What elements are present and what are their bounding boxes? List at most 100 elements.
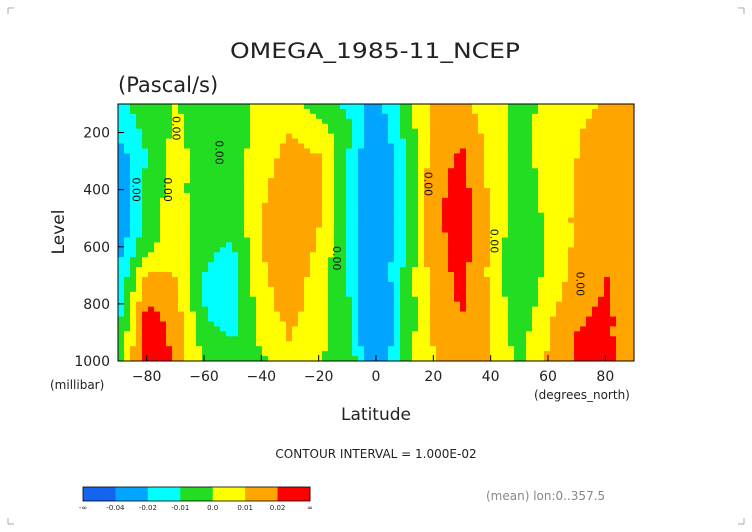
contour-cell bbox=[304, 267, 311, 273]
contour-cell bbox=[370, 311, 377, 318]
contour-cell bbox=[364, 222, 371, 229]
contour-cell bbox=[322, 202, 329, 209]
contour-cell bbox=[394, 123, 401, 130]
contour-cell bbox=[388, 351, 395, 357]
contour-cell bbox=[628, 276, 634, 283]
contour-cell bbox=[118, 356, 125, 361]
contour-cell bbox=[202, 346, 209, 352]
contour-cell bbox=[154, 326, 161, 332]
contour-cell bbox=[610, 306, 617, 313]
contour-cell bbox=[358, 133, 365, 140]
contour-cell bbox=[124, 286, 131, 293]
contour-cell bbox=[610, 153, 617, 159]
contour-cell bbox=[556, 207, 563, 214]
contour-cell bbox=[304, 104, 311, 110]
contour-cell bbox=[472, 326, 479, 332]
contour-cell bbox=[178, 291, 185, 298]
contour-cell bbox=[130, 316, 137, 323]
contour-cell bbox=[334, 336, 341, 342]
contour-cell bbox=[214, 113, 221, 120]
contour-cell bbox=[622, 316, 629, 323]
contour-cell bbox=[118, 153, 125, 159]
contour-cell bbox=[610, 222, 617, 229]
contour-cell bbox=[472, 148, 479, 155]
contour-cell bbox=[562, 212, 569, 219]
contour-cell bbox=[556, 153, 563, 159]
contour-cell bbox=[490, 138, 497, 145]
contour-cell bbox=[178, 133, 185, 140]
contour-cell bbox=[172, 143, 179, 150]
contour-cell bbox=[376, 133, 383, 140]
contour-cell bbox=[538, 341, 545, 347]
contour-cell bbox=[454, 202, 461, 209]
contour-cell bbox=[286, 247, 293, 253]
contour-cell bbox=[418, 197, 425, 204]
contour-cell bbox=[352, 113, 359, 120]
contour-cell bbox=[172, 321, 179, 327]
contour-cell bbox=[526, 202, 533, 209]
contour-cell bbox=[178, 232, 185, 239]
contour-cell bbox=[394, 173, 401, 179]
contour-cell bbox=[610, 291, 617, 298]
contour-cell bbox=[388, 296, 395, 303]
contour-cell bbox=[580, 173, 587, 179]
contour-cell bbox=[226, 188, 233, 194]
contour-label: 0.00 bbox=[212, 140, 225, 165]
contour-cell bbox=[568, 267, 575, 273]
contour-cell bbox=[544, 158, 551, 164]
contour-cell bbox=[514, 128, 521, 135]
contour-cell bbox=[184, 133, 191, 140]
contour-cell bbox=[304, 316, 311, 323]
contour-cell bbox=[184, 188, 191, 194]
contour-cell bbox=[232, 232, 239, 239]
contour-cell bbox=[532, 148, 539, 155]
contour-cell bbox=[118, 178, 125, 184]
contour-cell bbox=[292, 188, 299, 194]
contour-cell bbox=[526, 242, 533, 248]
contour-cell bbox=[208, 104, 215, 110]
contour-cell bbox=[358, 153, 365, 159]
contour-cell bbox=[316, 281, 323, 288]
contour-cell bbox=[442, 267, 449, 273]
contour-cell bbox=[346, 286, 353, 293]
contour-cell bbox=[118, 301, 125, 308]
contour-cell bbox=[436, 341, 443, 347]
contour-cell bbox=[298, 192, 305, 199]
contour-cell bbox=[286, 212, 293, 219]
contour-cell bbox=[202, 143, 209, 150]
contour-cell bbox=[502, 183, 509, 189]
colorbar-swatch bbox=[277, 487, 311, 501]
contour-cell bbox=[442, 104, 449, 110]
contour-cell bbox=[544, 306, 551, 313]
contour-cell bbox=[412, 272, 419, 278]
contour-cell bbox=[370, 232, 377, 239]
contour-cell bbox=[610, 351, 617, 357]
contour-cell bbox=[442, 183, 449, 189]
contour-cell bbox=[526, 296, 533, 303]
contour-cell bbox=[154, 281, 161, 288]
contour-cell bbox=[124, 222, 131, 229]
contour-cell bbox=[256, 207, 263, 214]
contour-cell bbox=[142, 202, 149, 209]
contour-cell bbox=[352, 247, 359, 253]
contour-cell bbox=[484, 276, 491, 283]
contour-cell bbox=[394, 168, 401, 174]
contour-cell bbox=[448, 104, 455, 110]
contour-cell bbox=[496, 326, 503, 332]
contour-cell bbox=[532, 123, 539, 130]
contour-cell bbox=[256, 281, 263, 288]
contour-cell bbox=[526, 173, 533, 179]
contour-cell bbox=[484, 202, 491, 209]
contour-cell bbox=[394, 276, 401, 283]
contour-cell bbox=[508, 133, 515, 140]
contour-cell bbox=[358, 183, 365, 189]
contour-cell bbox=[592, 123, 599, 130]
contour-cell bbox=[256, 178, 263, 184]
contour-cell bbox=[370, 188, 377, 194]
contour-cell bbox=[274, 192, 281, 199]
contour-cell bbox=[412, 143, 419, 150]
colorbar-swatch bbox=[180, 487, 214, 501]
contour-cell bbox=[406, 341, 413, 347]
contour-cell bbox=[352, 173, 359, 179]
contour-cell bbox=[370, 207, 377, 214]
